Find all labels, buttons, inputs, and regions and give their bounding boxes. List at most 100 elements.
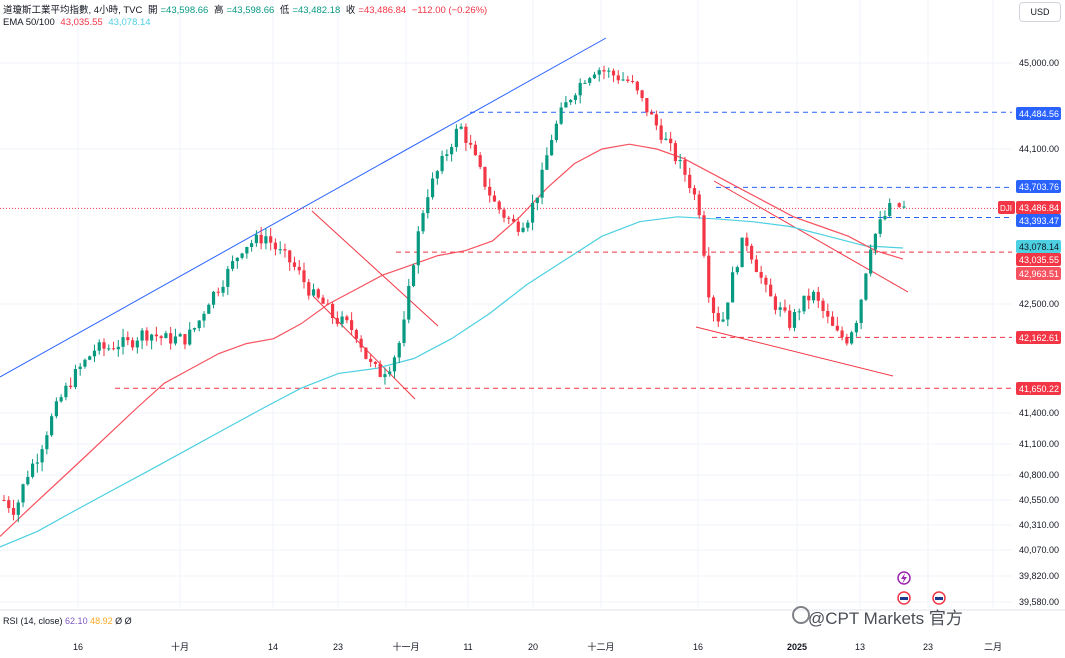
candle-body-52 <box>250 243 254 247</box>
candle-body-124 <box>592 74 597 79</box>
rsi-value-4: Ø <box>124 616 132 626</box>
candle-body-138 <box>659 125 663 140</box>
candle-body-82 <box>392 357 397 372</box>
trendline-red-channel-bottom <box>312 295 416 400</box>
x-tick-label-11: 23 <box>923 642 933 652</box>
candle-body-111 <box>530 202 535 223</box>
open-value: =43,598.66 <box>160 5 209 16</box>
candle-body-9 <box>45 435 49 450</box>
price-axis[interactable]: 45,000.00 44,100.00 42,500.00 41,400.00 41,1… <box>998 58 1061 607</box>
candle-body-159 <box>759 272 763 278</box>
candle-body-65 <box>311 289 316 296</box>
candle-body-13 <box>64 385 68 398</box>
candle-body-66 <box>316 289 320 298</box>
close-label: 收 <box>345 5 356 16</box>
candle-body-60 <box>288 250 292 263</box>
candle-body-14 <box>69 385 73 388</box>
candle-body-49 <box>235 257 239 262</box>
candle-body-118 <box>564 102 568 108</box>
candle-body-20 <box>97 342 101 351</box>
price-label-bg-6 <box>1016 267 1061 280</box>
candle-body-174 <box>830 316 835 326</box>
time-axis[interactable]: 16 十月 14 23 十一月 11 20 十二月 16 2025 13 23 二月 <box>73 641 1002 652</box>
candle-body-100 <box>478 155 482 167</box>
candle-body-74 <box>354 330 358 339</box>
candle-body-104 <box>497 201 501 210</box>
candle-body-57 <box>273 242 278 250</box>
candle-body-103 <box>492 195 497 202</box>
currency-button[interactable]: USD <box>1019 2 1061 22</box>
candles <box>2 65 906 523</box>
price-label-1: 43,703.76 <box>1019 182 1059 192</box>
y-tick-label-1: 44,100.00 <box>1019 144 1059 154</box>
candle-body-110 <box>526 222 530 228</box>
rsi-value-1: 62.10 <box>65 616 88 626</box>
candle-body-178 <box>850 332 854 344</box>
candle-body-121 <box>578 82 582 96</box>
price-label-bg-5 <box>1016 253 1061 266</box>
candle-body-182 <box>869 249 873 274</box>
symbol-title: 道瓊斯工業平均指數, 4小時, TVC <box>3 5 143 16</box>
y-tick-label-4: 41,100.00 <box>1019 439 1059 449</box>
rsi-value-3: Ø <box>115 616 123 626</box>
candle-body-51 <box>245 246 249 254</box>
x-tick-label-12: 二月 <box>984 642 1002 652</box>
x-tick-label-4: 十一月 <box>392 641 419 652</box>
ema50-value: 43,035.55 <box>60 17 103 28</box>
candle-body-29 <box>140 330 144 341</box>
price-label-bg-3 <box>1016 214 1061 227</box>
ema-legend[interactable]: EMA 50/100 43,035.55 43,078.14 <box>3 17 154 28</box>
candle-body-22 <box>107 348 111 350</box>
candle-body-119 <box>569 100 573 103</box>
candle-body-77 <box>369 358 373 362</box>
candle-body-150 <box>716 313 720 322</box>
candle-body-176 <box>840 330 844 337</box>
candle-body-166 <box>792 312 797 328</box>
candle-body-48 <box>230 261 235 269</box>
candle-body-78 <box>373 361 378 364</box>
candle-body-152 <box>726 302 730 320</box>
y-tick-label-0: 45,000.00 <box>1019 58 1059 68</box>
y-tick-label-9: 39,820.00 <box>1019 571 1059 581</box>
candle-body-147 <box>702 215 706 256</box>
close-value: =43,486.84 <box>358 5 407 16</box>
candle-body-64 <box>307 282 311 296</box>
candle-body-34 <box>164 333 168 339</box>
candle-body-135 <box>645 97 649 113</box>
candle-body-145 <box>692 188 697 195</box>
candle-body-0 <box>2 500 6 501</box>
y-tick-label-8: 40,070.00 <box>1019 545 1059 555</box>
candle-body-162 <box>773 296 778 310</box>
flag-stripe-icon-1 <box>935 597 943 600</box>
x-tick-label-2: 14 <box>268 642 278 652</box>
candle-body-58 <box>278 249 282 251</box>
candle-body-142 <box>678 160 682 162</box>
candle-body-50 <box>240 253 244 258</box>
candle-body-181 <box>864 273 868 300</box>
candle-body-75 <box>359 338 363 348</box>
candle-body-101 <box>483 166 487 187</box>
candle-body-32 <box>154 334 158 337</box>
candle-body-96 <box>459 126 463 129</box>
candle-body-95 <box>454 128 458 148</box>
ema-label: EMA 50/100 <box>3 17 55 28</box>
candle-body-113 <box>540 169 544 198</box>
candle-body-99 <box>473 144 478 156</box>
candle-body-184 <box>878 219 882 234</box>
rsi-legend[interactable]: RSI (14, close) 62.10 48.92 Ø Ø <box>3 616 132 626</box>
price-label-bg-2 <box>1016 201 1061 214</box>
x-tick-label-1: 十月 <box>171 641 189 652</box>
candle-body-117 <box>559 107 563 124</box>
candle-body-15 <box>73 368 78 388</box>
candle-body-47 <box>226 268 230 287</box>
y-tick-label-6: 40,550.00 <box>1019 495 1059 505</box>
candle-body-183 <box>873 233 878 250</box>
candle-body-93 <box>445 154 449 156</box>
candle-body-189 <box>902 206 906 208</box>
candle-body-56 <box>269 236 273 243</box>
price-label-2: 43,486.84 <box>1019 203 1059 213</box>
candle-body-18 <box>88 356 92 360</box>
low-value: =43,482.18 <box>292 5 341 16</box>
candle-body-11 <box>54 401 58 417</box>
